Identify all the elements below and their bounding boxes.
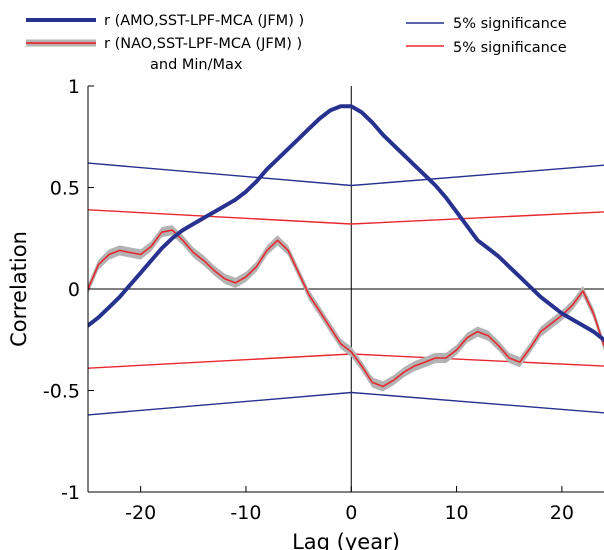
nao-series-line [88, 229, 604, 388]
sig-amo-lower-line [88, 391, 604, 416]
y-tick-label: -1 [61, 482, 80, 504]
legend-nao-sublabel: and Min/Max [150, 57, 243, 73]
x-tick-label: 10 [444, 502, 468, 524]
legend-amo-label: r (AMO,SST-LPF-MCA (JFM) ) [104, 13, 304, 29]
legend-nao-label: r (NAO,SST-LPF-MCA (JFM) ) [104, 36, 302, 52]
x-tick-label: 0 [345, 502, 357, 524]
plot-area [88, 86, 604, 492]
y-tick-label: 0.5 [50, 178, 80, 200]
legend: r (AMO,SST-LPF-MCA (JFM) ) r (NAO,SST-LP… [26, 13, 567, 73]
y-tick-label: 1 [68, 76, 80, 98]
legend-sig-red-label: 5% significance [453, 40, 567, 56]
y-tick-label: 0 [68, 279, 80, 301]
axes: -20 -10 0 10 20 -1 -0.5 0 0.5 1 [43, 76, 604, 524]
x-tick-label: 20 [550, 502, 574, 524]
amo-series-line [88, 104, 604, 342]
x-tick-label: -20 [125, 502, 156, 524]
x-axis-label: Lag (year) [292, 530, 400, 550]
y-axis-label: Correlation [7, 231, 31, 347]
sig-nao-upper-line [88, 209, 604, 225]
sig-amo-upper-line [88, 162, 604, 187]
x-tick-label: -10 [230, 502, 261, 524]
nao-minmax-band [88, 225, 604, 392]
series-group [88, 86, 604, 492]
legend-sig-blue-label: 5% significance [453, 16, 567, 32]
y-tick-label: -0.5 [43, 381, 80, 403]
